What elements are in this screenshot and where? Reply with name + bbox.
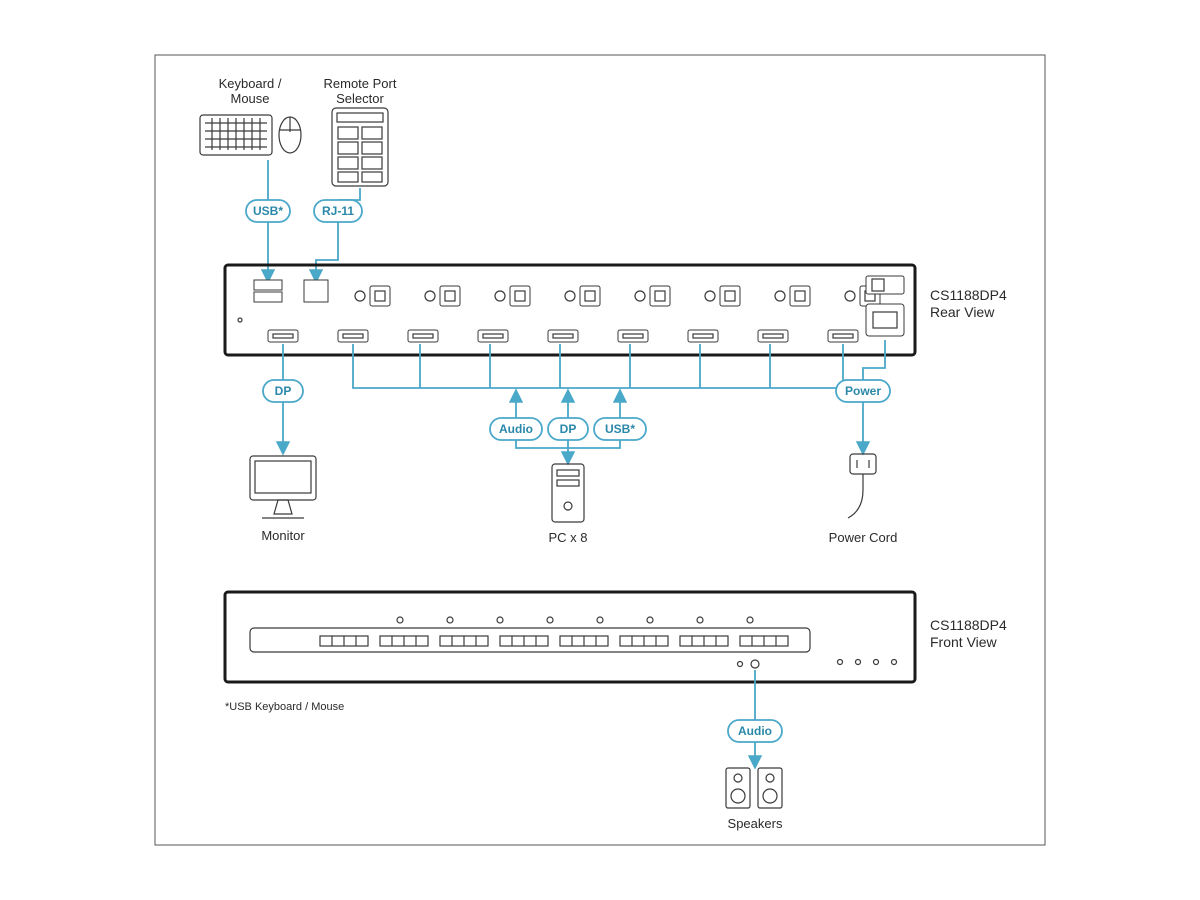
keyboard-icon: [200, 115, 272, 155]
footnote: *USB Keyboard / Mouse: [225, 701, 344, 713]
rps-label: Remote PortSelector: [324, 76, 397, 106]
rear-usb-pairs: [355, 286, 880, 306]
front-dots: [838, 660, 897, 665]
front-panel: [225, 592, 915, 682]
svg-text:DP: DP: [560, 422, 577, 436]
pill-rj11-text: RJ-11: [322, 204, 354, 218]
pill-usb-text: USB*: [253, 204, 283, 218]
pc-icon: [552, 464, 584, 522]
speakers-label: Speakers: [728, 816, 783, 831]
rear-panel: [225, 265, 915, 355]
speakers-icon: [726, 768, 782, 808]
wire-rj11-b: [316, 222, 338, 280]
pc-label: PC x 8: [548, 530, 587, 545]
front-slots: [320, 636, 788, 646]
svg-text:USB*: USB*: [605, 422, 635, 436]
mouse-icon: [279, 117, 301, 153]
svg-text:Power: Power: [845, 384, 881, 398]
monitor-label: Monitor: [261, 528, 305, 543]
bus-drops: [420, 344, 770, 388]
front-label: CS1188DP4Front View: [930, 617, 1007, 650]
svg-text:Audio: Audio: [738, 724, 772, 738]
front-leds: [397, 617, 753, 623]
rear-dp-slots: [268, 330, 858, 342]
svg-text:Audio: Audio: [499, 422, 533, 436]
panel-frame: [155, 55, 1045, 845]
power-cord-icon: [848, 454, 876, 518]
kbm-label: Keyboard /Mouse: [219, 76, 282, 106]
svg-text:DP: DP: [275, 384, 292, 398]
rear-label: CS1188DP4Rear View: [930, 287, 1007, 320]
monitor-icon: [250, 456, 316, 518]
remote-selector-icon: [332, 108, 388, 186]
wire-rj11-a: [338, 188, 360, 200]
diagram: Keyboard /Mouse Remote PortSelector: [0, 0, 1200, 900]
powercord-label: Power Cord: [829, 530, 898, 545]
